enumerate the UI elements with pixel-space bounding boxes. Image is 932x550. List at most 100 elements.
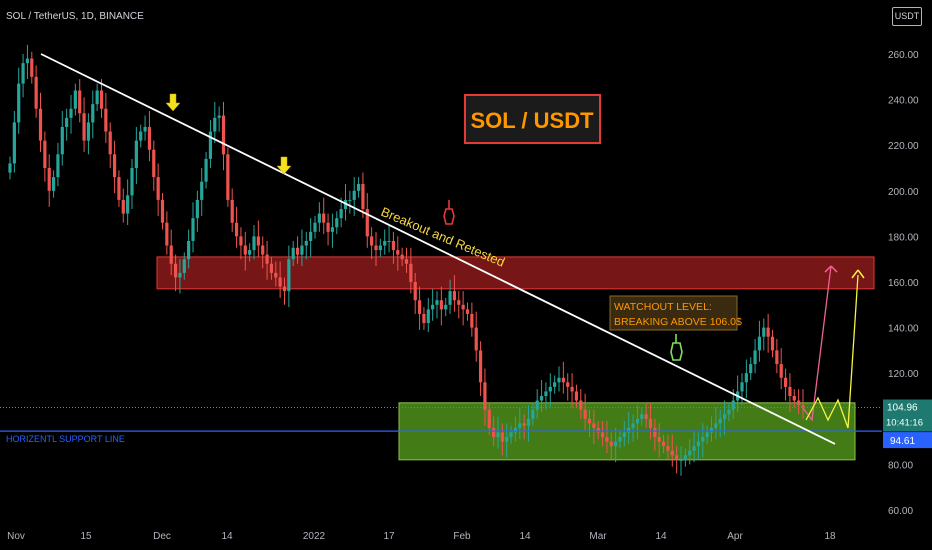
candle-body [295, 247, 300, 255]
candle-body [204, 158, 208, 182]
candle-body [230, 199, 234, 223]
candle-body [304, 240, 308, 246]
candle-body [169, 245, 173, 264]
candle-body [522, 423, 526, 426]
candle-body [91, 104, 95, 123]
x-tick-label: 14 [519, 531, 531, 542]
candle-body [99, 90, 104, 109]
candle-body [104, 108, 108, 132]
candle-body [243, 245, 247, 255]
candle-body [435, 300, 439, 305]
candle-body [426, 309, 430, 324]
y-tick-label: 220.00 [888, 141, 919, 152]
candle-body [718, 418, 722, 424]
candle-body [640, 414, 644, 419]
candle-body [69, 108, 73, 118]
hand-up-icon [670, 342, 683, 361]
candle-body [112, 154, 117, 178]
candle-body [370, 236, 374, 246]
candle-body [65, 117, 69, 127]
candle-body [801, 405, 805, 408]
candle-body [688, 450, 692, 456]
candle-body [727, 409, 731, 415]
candle-body [635, 418, 640, 424]
candle-body [783, 377, 788, 387]
candle-body [287, 259, 291, 292]
projection-red-path [802, 265, 832, 422]
candle-body [670, 450, 674, 456]
candle-body [352, 190, 356, 200]
candle-body [160, 199, 165, 223]
candle-body [78, 90, 82, 114]
candle-body [705, 432, 709, 438]
candle-body [182, 259, 186, 273]
candle-body [330, 227, 335, 232]
last-price-value: 104.96 [887, 402, 918, 413]
candle-body [457, 300, 461, 305]
candle-body [749, 364, 753, 374]
candle-body [309, 231, 313, 241]
projection-yellow-path [805, 274, 859, 429]
symbol-title[interactable]: SOL / TetherUS, 1D, BINANCE [6, 11, 144, 22]
candle-body [239, 236, 243, 246]
x-tick-label: 14 [221, 531, 233, 542]
currency-badge[interactable]: USDT [892, 7, 922, 26]
candle-body [25, 58, 30, 64]
candle-body [30, 58, 34, 77]
candle-body [269, 263, 274, 273]
candle-body [544, 391, 548, 396]
candle-body [117, 177, 121, 200]
candle-body [213, 117, 217, 132]
candle-body [500, 432, 504, 442]
candle-body [147, 126, 152, 150]
candle-body [361, 183, 365, 210]
candle-body [208, 131, 213, 159]
candle-body [409, 263, 413, 282]
candle-body [226, 154, 230, 200]
candle-body [496, 432, 500, 438]
support-price-badge [883, 432, 932, 449]
candle-body [744, 373, 748, 383]
candle-body [422, 313, 426, 324]
candle-body [766, 327, 770, 337]
candle-body [413, 282, 417, 301]
projection-red-arrowhead [824, 265, 838, 273]
candle-body [187, 240, 191, 260]
candle-body [348, 199, 352, 201]
y-tick-label: 60.00 [888, 506, 913, 517]
candle-body [256, 236, 260, 246]
candle-body [461, 304, 465, 310]
watchout-box [609, 295, 738, 331]
candle-body [43, 140, 47, 168]
y-tick-label: 140.00 [888, 324, 919, 335]
candle-body [51, 177, 56, 191]
candle-body [483, 382, 487, 410]
candle-body [200, 181, 204, 200]
candle-body [631, 423, 635, 428]
candle-body [622, 432, 626, 438]
candle-body [587, 418, 592, 424]
candle-body [513, 427, 518, 433]
candle-body [165, 222, 169, 246]
candle-body [152, 149, 156, 178]
candle-body [714, 423, 718, 428]
candle-body [178, 272, 182, 278]
candle-body [86, 122, 91, 141]
candle-body [561, 377, 565, 383]
candle-body [762, 327, 766, 337]
support-line-label: HORIZENTL SUPPORT LINE [6, 434, 125, 444]
candle-body [740, 382, 744, 392]
candle-body [73, 90, 77, 109]
candle-body [143, 126, 147, 132]
down-arrow-icon [165, 93, 181, 112]
candle-body [396, 250, 400, 255]
y-tick-label: 200.00 [888, 187, 919, 198]
candle-body [217, 115, 221, 118]
candle-body [557, 377, 561, 383]
candle-body [322, 213, 326, 223]
candle-body [335, 218, 339, 228]
candle-body [317, 213, 321, 223]
watchout-line2: BREAKING ABOVE 106.0$ [614, 316, 742, 328]
candle-body [566, 382, 570, 387]
